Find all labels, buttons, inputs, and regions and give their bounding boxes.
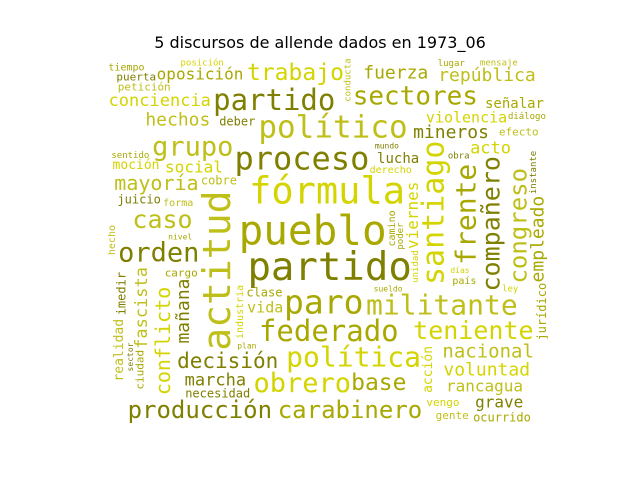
word-teniente: teniente [413,316,533,345]
word-acto: acto [470,139,511,159]
word-santiago: santiago [416,141,451,286]
word-necesidad: necesidad [185,386,250,400]
word-poder: poder [396,222,406,250]
word-cargo: cargo [165,267,198,280]
word-frente: frente [449,164,482,265]
word-social: social [165,158,223,177]
word-base: base [351,370,406,396]
word-mundo: mundo [375,142,399,151]
word-decisión: decisión [177,349,278,373]
word-derecho: derecho [370,165,412,176]
word-grupo: grupo [152,132,233,163]
word-señalar: señalar [485,96,544,112]
word-hechos: hechos [145,110,210,131]
word-federado: federado [259,314,399,348]
word-sectores: sectores [353,82,478,112]
word-industria: industria [235,285,246,339]
word-deber: deber [219,114,255,128]
word-fórmula: fórmula [249,169,405,212]
word-carabinero: carabinero [278,396,423,424]
word-conflicto: conflicto [151,287,175,395]
word-producción: producción [128,396,273,424]
word-camino: camino [387,210,398,246]
word-república: república [438,65,536,86]
word-fuerza: fuerza [363,62,428,83]
word-mañana: mañana [173,278,194,343]
word-vida: vida [247,298,283,316]
word-días: días [450,266,469,275]
word-congreso: congreso [505,168,533,284]
word-cloud: pueblo partido actitud fórmula paro proceso po… [108,58,548,424]
word-caso: caso [132,205,192,234]
word-país: país [452,275,476,287]
word-mensaje: mensaje [480,58,518,68]
word-militante: militante [366,289,518,322]
word-mayoría: mayoría [114,171,198,195]
word-ocurrido: ocurrido [473,410,531,424]
word-sentido: sentido [111,151,149,161]
word-paro: paro [284,282,363,321]
word-unidad: unidad [411,250,421,283]
word-acción: acción [421,346,436,393]
word-forma: forma [163,198,193,209]
word-plan: plan [237,341,256,350]
word-sector: sector [126,342,135,371]
word-voluntad: voluntad [443,359,530,380]
word-partido: partido [247,245,411,290]
word-conducta: conducta [343,58,353,101]
word-viernes: viernes [403,182,422,249]
word-clase: clase [246,285,282,299]
word-compañero: compañero [476,156,505,291]
word-violencia: violencia [426,108,507,126]
word-juicio: juicio [117,193,160,207]
word-actitud: actitud [195,191,239,351]
word-fascista: fascista [132,267,152,349]
word-cobre: cobre [201,174,237,188]
word-marcha: marcha [185,370,246,390]
word-posición: posición [180,58,223,69]
word-política: política [286,340,421,373]
word-tiempo: tiempo [108,62,144,73]
word-imedir: imedir [114,272,128,315]
word-lugar: lugar [438,59,466,69]
word-puerta: puerta [116,70,156,83]
word-proceso: proceso [234,139,369,177]
word-oposición: oposición [157,64,244,83]
word-jurídico: jurídico [535,283,548,341]
word-nivel: nivel [168,232,192,241]
word-instante: instante [529,151,539,194]
word-ley: ley [502,285,519,295]
word-vengo: vengo [426,396,459,409]
word-ciudad: ciudad [134,350,147,390]
word-político: político [258,110,407,146]
word-rancagua: rancagua [446,376,523,395]
chart-title: 5 discursos de allende dados en 1973_06 [154,33,486,52]
word-hecho: hecho [108,225,118,255]
word-conciencia: conciencia [109,91,211,111]
word-lucha: lucha [377,151,419,167]
word-trabajo: trabajo [247,60,344,86]
word-empleado: empleado [528,196,548,283]
word-petición: petición [118,81,171,94]
word-nacional: nacional [442,340,534,362]
word-efecto: efecto [499,126,539,139]
word-moción: moción [113,158,160,173]
word-orden: orden [118,238,199,269]
word-realidad: realidad [112,319,127,382]
word-diálogo: diálogo [508,112,546,122]
word-partido: partido [213,83,335,117]
word-pueblo: pueblo [239,206,387,254]
word-gente: gente [436,409,469,422]
word-obra: obra [448,151,470,161]
word-mineros: mineros [413,122,489,143]
word-grave: grave [475,393,523,412]
word-sueldo: sueldo [374,285,403,294]
word-obrero: obrero [254,368,352,399]
